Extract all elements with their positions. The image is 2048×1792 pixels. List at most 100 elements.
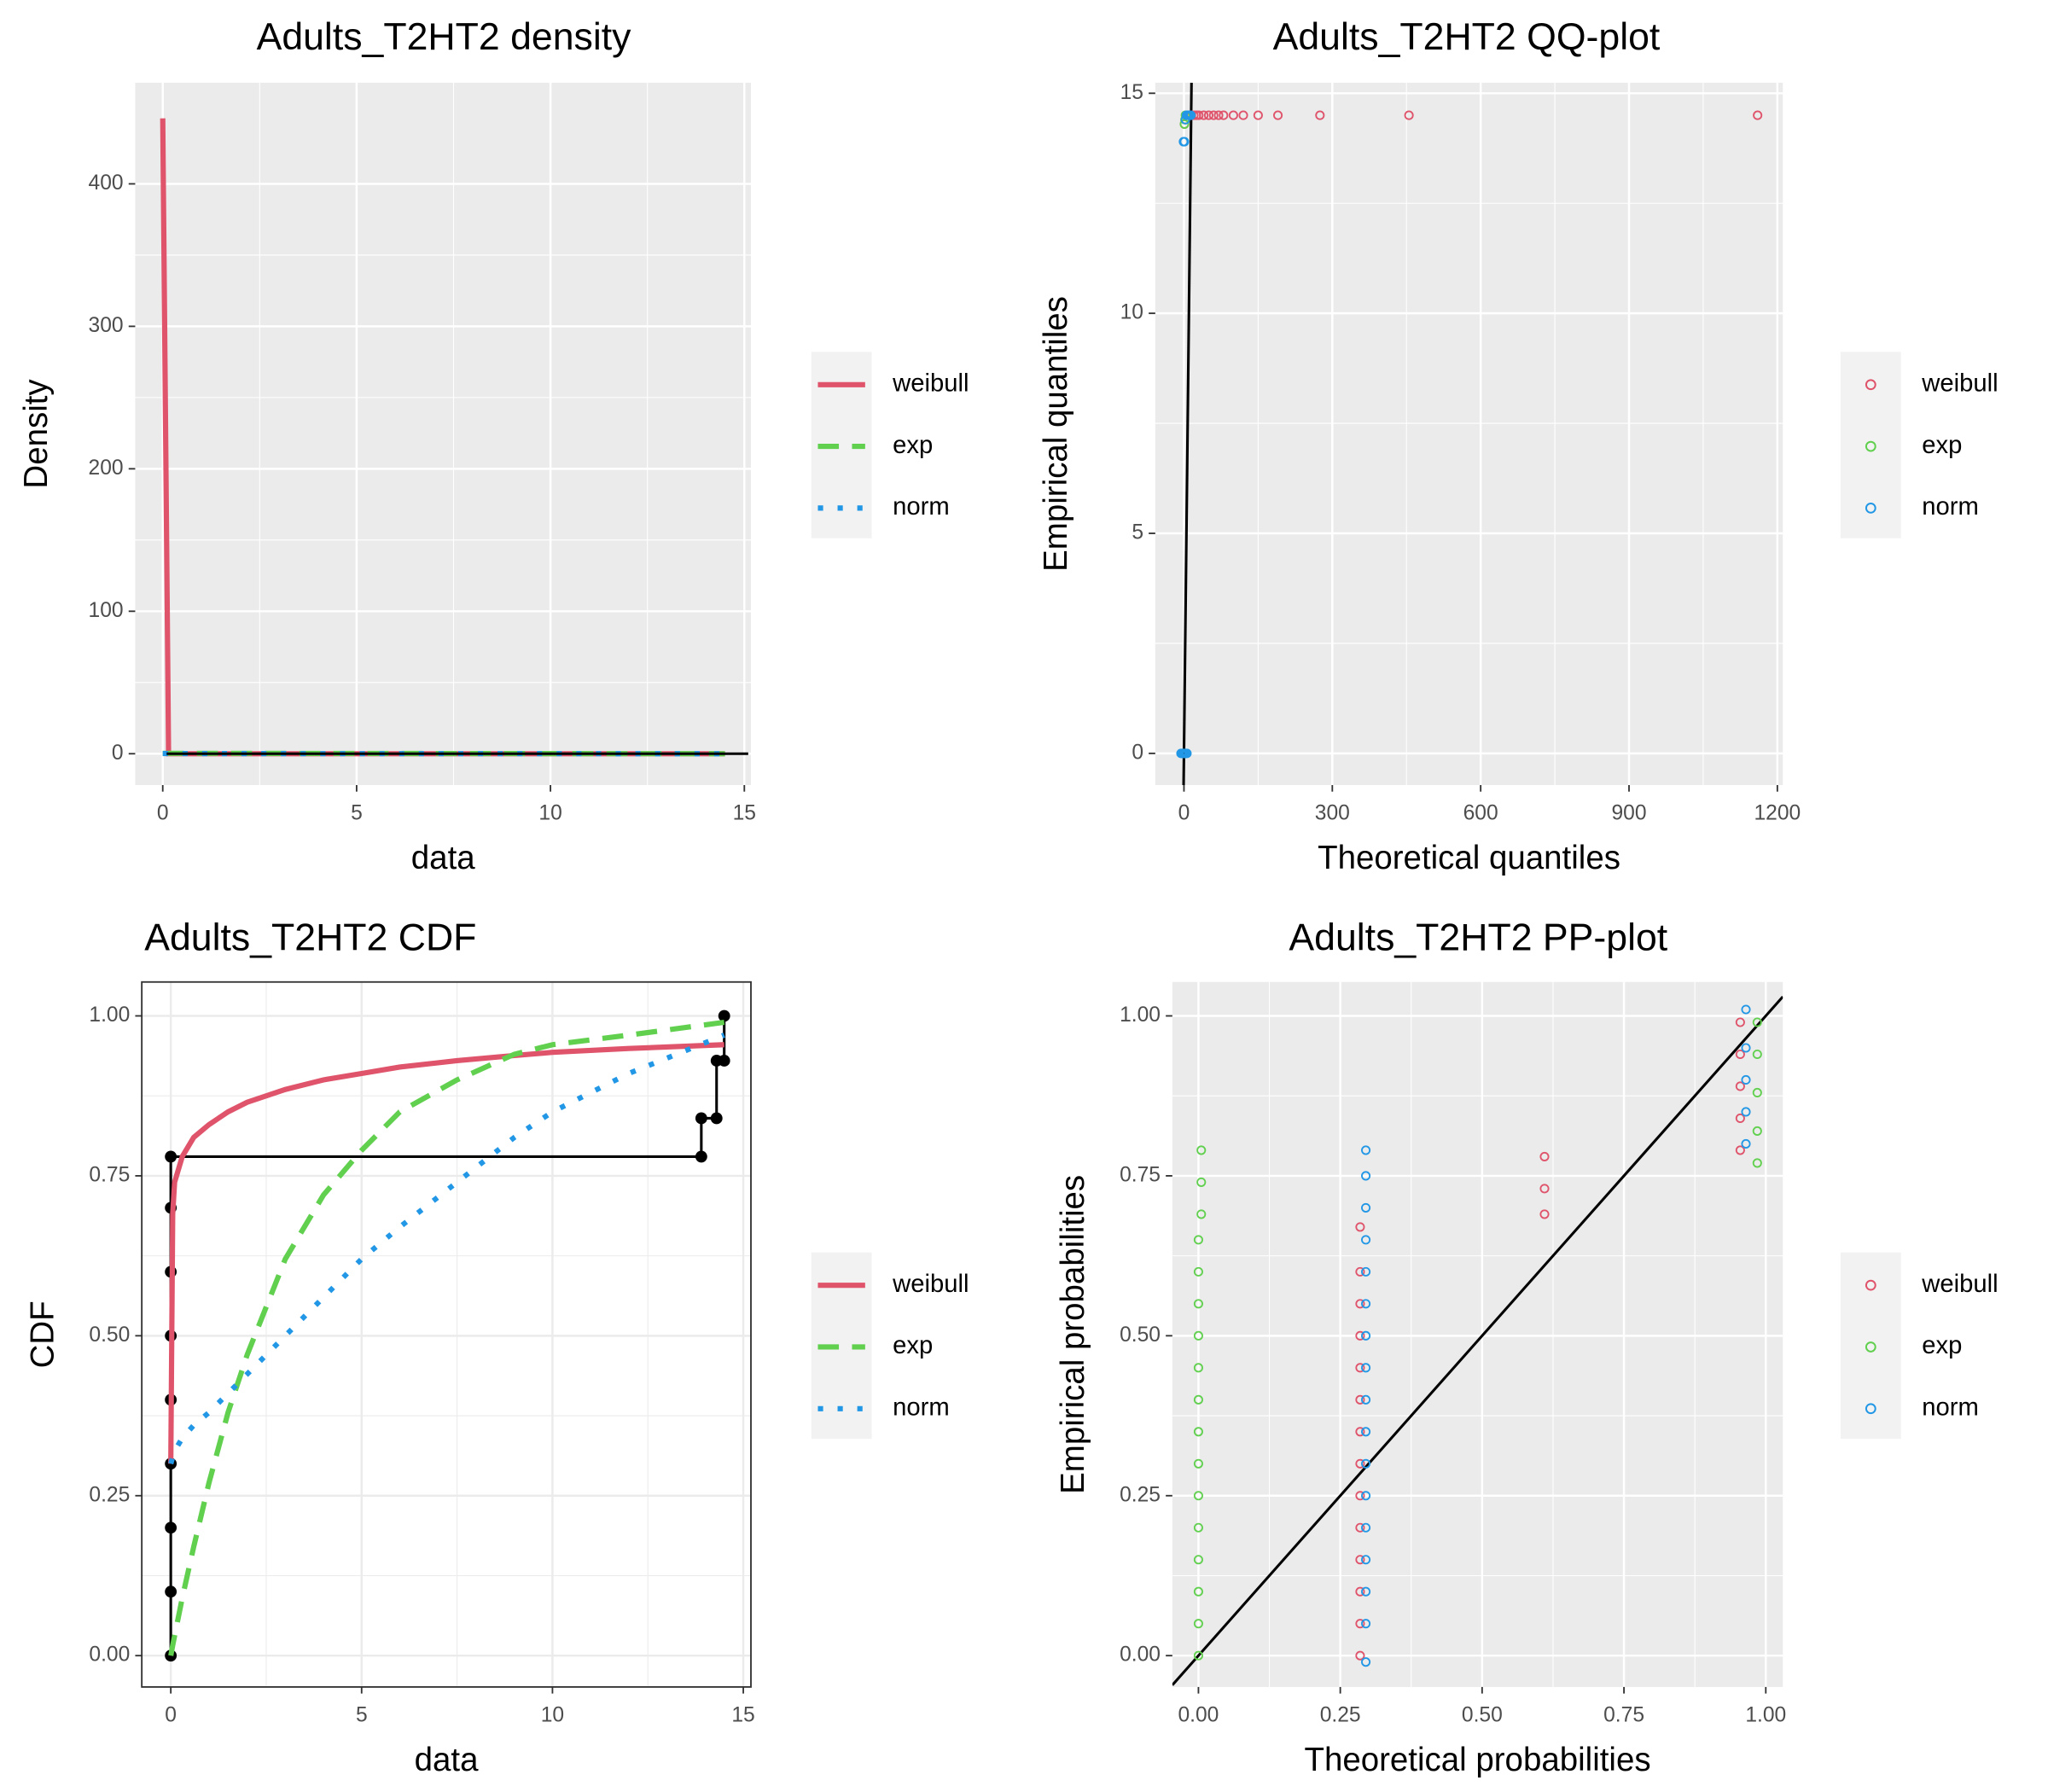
x-tick-label: 300 bbox=[1315, 801, 1350, 824]
chart-title: Adults_T2HT2 PP-plot bbox=[1289, 916, 1667, 958]
y-tick-label: 5 bbox=[1132, 521, 1143, 544]
point bbox=[1219, 110, 1229, 120]
y-tick-label: 200 bbox=[89, 457, 124, 480]
point bbox=[1315, 110, 1325, 120]
point bbox=[1735, 1081, 1745, 1091]
x-axis-title: data bbox=[415, 1742, 479, 1778]
y-tick-label: 0.75 bbox=[1120, 1163, 1161, 1186]
y-tick-label: 100 bbox=[89, 599, 124, 622]
point bbox=[1361, 1619, 1371, 1629]
point bbox=[1193, 1650, 1203, 1661]
point bbox=[1361, 1330, 1371, 1341]
series-line bbox=[168, 1042, 724, 1464]
y-tick-label: 0 bbox=[1132, 741, 1143, 764]
x-tick-label: 1200 bbox=[1754, 801, 1801, 824]
y-tick-label: 0.50 bbox=[89, 1324, 130, 1347]
legend-key bbox=[1865, 440, 1876, 452]
point bbox=[1182, 748, 1192, 759]
point bbox=[1361, 1657, 1371, 1667]
point bbox=[1361, 1555, 1371, 1565]
legend-label: weibull bbox=[892, 369, 969, 397]
y-tick-label: 0.25 bbox=[89, 1483, 130, 1506]
point bbox=[1355, 1266, 1365, 1277]
point bbox=[1361, 1586, 1371, 1597]
y-tick-label: 10 bbox=[1120, 301, 1143, 324]
plot-area bbox=[165, 1009, 730, 1662]
point bbox=[1253, 110, 1263, 120]
x-tick-label: 0 bbox=[165, 1703, 177, 1726]
point bbox=[1741, 1107, 1751, 1117]
point bbox=[1355, 1619, 1365, 1629]
point bbox=[1539, 1184, 1550, 1194]
legend-label: exp bbox=[1922, 432, 1962, 459]
point bbox=[1199, 110, 1209, 120]
point bbox=[1361, 1491, 1371, 1501]
point bbox=[1238, 110, 1248, 120]
panel: 0.00 0.25 0.50 0.75 1.00 0.00 0.25 0.50 0.75 1.00… bbox=[1055, 916, 1998, 1777]
point bbox=[1752, 1017, 1762, 1027]
reference-line bbox=[1172, 995, 1783, 1686]
plot-background bbox=[1155, 82, 1783, 785]
point bbox=[1735, 1049, 1745, 1060]
x-tick-label: 5 bbox=[351, 801, 363, 824]
point bbox=[1539, 1151, 1550, 1161]
y-axis-title: Empirical probabilities bbox=[1055, 1175, 1091, 1494]
y-tick-label: 0.00 bbox=[89, 1644, 130, 1667]
point bbox=[1196, 1209, 1207, 1219]
y-axis-title: Empirical quantiles bbox=[1038, 296, 1074, 572]
point bbox=[1228, 110, 1238, 120]
point bbox=[1361, 1427, 1371, 1437]
empirical-point bbox=[165, 1585, 177, 1598]
point bbox=[1355, 1363, 1365, 1373]
legend-key-background bbox=[1840, 1252, 1901, 1440]
y-tick-label: 0.25 bbox=[1120, 1483, 1161, 1506]
chart-title: Adults_T2HT2 density bbox=[257, 16, 632, 58]
legend-label: exp bbox=[1922, 1332, 1962, 1359]
empirical-point bbox=[695, 1112, 707, 1125]
chart-title: Adults_T2HT2 CDF bbox=[144, 916, 476, 958]
point bbox=[1193, 1330, 1203, 1341]
empirical-point bbox=[695, 1150, 707, 1163]
point bbox=[1193, 1522, 1203, 1533]
y-axis-title: Density bbox=[18, 379, 55, 489]
point bbox=[1196, 1145, 1207, 1155]
x-tick-label: 0.50 bbox=[1462, 1703, 1503, 1726]
point bbox=[1355, 1394, 1365, 1405]
legend-label: exp bbox=[893, 1332, 933, 1359]
point bbox=[1355, 1222, 1365, 1232]
y-tick-label: 0 bbox=[112, 742, 124, 765]
point bbox=[1361, 1171, 1371, 1181]
x-axis-title: data bbox=[411, 840, 475, 876]
point bbox=[1361, 1266, 1371, 1277]
point bbox=[1355, 1522, 1365, 1533]
point bbox=[1355, 1299, 1365, 1309]
point bbox=[1179, 137, 1190, 147]
x-axis-title: Theoretical quantiles bbox=[1318, 840, 1620, 876]
point bbox=[1355, 1330, 1365, 1341]
point bbox=[1361, 1458, 1371, 1469]
point bbox=[1539, 1209, 1550, 1219]
point bbox=[1741, 1074, 1751, 1085]
point bbox=[1179, 119, 1190, 129]
plot-background bbox=[135, 82, 751, 785]
y-tick-label: 400 bbox=[89, 172, 124, 195]
point bbox=[1193, 1235, 1203, 1245]
point bbox=[1186, 110, 1196, 120]
point bbox=[1213, 110, 1224, 120]
point bbox=[1361, 1394, 1371, 1405]
x-tick-label: 10 bbox=[538, 801, 561, 824]
series-line bbox=[168, 1033, 725, 1465]
x-tick-label: 1.00 bbox=[1745, 1703, 1786, 1726]
y-tick-label: 1.00 bbox=[1120, 1004, 1161, 1027]
point bbox=[1273, 110, 1283, 120]
legend-key bbox=[1865, 379, 1876, 391]
x-tick-label: 15 bbox=[731, 1703, 754, 1726]
point bbox=[1753, 110, 1763, 120]
y-axis-title: CDF bbox=[24, 1300, 61, 1368]
point bbox=[1193, 1586, 1203, 1597]
x-tick-label: 0 bbox=[1178, 801, 1190, 824]
point bbox=[1741, 1138, 1751, 1149]
point bbox=[1404, 110, 1414, 120]
y-tick-label: 0.50 bbox=[1120, 1324, 1161, 1347]
